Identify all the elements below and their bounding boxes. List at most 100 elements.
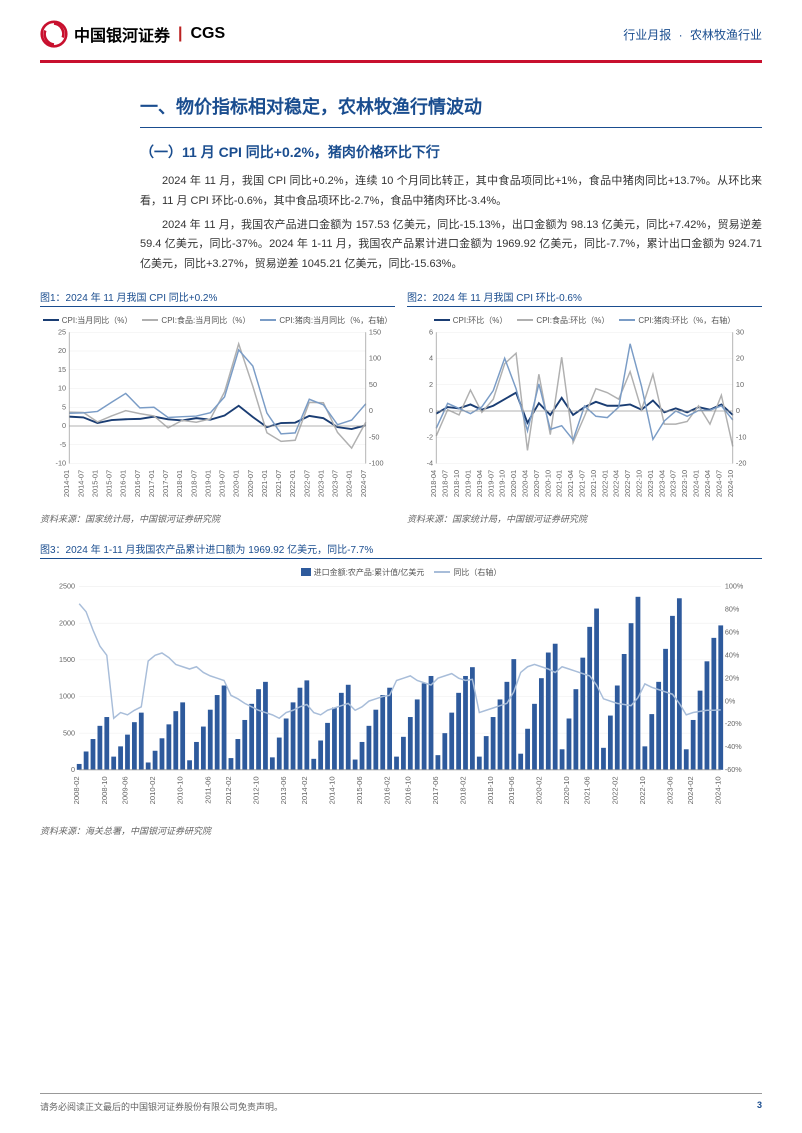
svg-text:2023-04: 2023-04 — [657, 470, 666, 497]
section-title: 一、物价指标相对稳定，农林牧渔行情波动 — [140, 93, 762, 119]
legend-item: CPI:食品:当月同比（%） — [142, 315, 250, 326]
subsection-title: （一）11 月 CPI 同比+0.2%，猪肉价格环比下行 — [140, 142, 762, 162]
legend-item: CPI:猪肉:环比（%，右轴） — [619, 315, 735, 326]
svg-text:1500: 1500 — [59, 655, 75, 664]
svg-text:2020-01: 2020-01 — [232, 470, 241, 497]
svg-text:150: 150 — [369, 328, 381, 336]
svg-text:0: 0 — [736, 406, 740, 415]
svg-text:2022-01: 2022-01 — [288, 470, 297, 497]
legend-item: CPI:食品:环比（%） — [517, 315, 609, 326]
logo: 中国银河证券 | CGS — [40, 20, 225, 48]
logo-separator: | — [178, 25, 182, 43]
svg-text:2022-10: 2022-10 — [635, 470, 644, 497]
svg-text:2010-10: 2010-10 — [176, 776, 185, 804]
svg-text:-10: -10 — [56, 459, 67, 468]
svg-text:20%: 20% — [725, 673, 740, 682]
chart-1: 图1：2024 年 11 月我国 CPI 同比+0.2% CPI:当月同比（%）… — [40, 289, 395, 525]
logo-icon — [40, 20, 68, 48]
svg-text:2021-07: 2021-07 — [578, 470, 587, 497]
chart-3-title: 图3：2024 年 1-11 月我国农产品累计进口额为 1969.92 亿美元，… — [40, 541, 762, 556]
svg-text:2023-07: 2023-07 — [331, 470, 340, 497]
svg-text:2017-01: 2017-01 — [147, 470, 156, 497]
svg-text:2023-07: 2023-07 — [669, 470, 678, 497]
svg-text:2023-10: 2023-10 — [680, 470, 689, 497]
svg-text:2021-06: 2021-06 — [583, 776, 592, 804]
legend-item: 进口金额:农产品:累计值/亿美元 — [301, 567, 425, 578]
header: 中国银河证券 | CGS 行业月报 · 农林牧渔行业 — [0, 0, 802, 60]
svg-text:6: 6 — [429, 328, 433, 336]
paragraph-2: 2024 年 11 月，我国农产品进口金额为 157.53 亿美元，同比-15.… — [140, 216, 762, 275]
svg-text:2016-07: 2016-07 — [133, 470, 142, 497]
svg-text:2021-04: 2021-04 — [566, 470, 575, 497]
svg-text:-4: -4 — [427, 459, 434, 468]
svg-text:2009-06: 2009-06 — [121, 776, 130, 804]
svg-text:2020-01: 2020-01 — [509, 470, 518, 497]
svg-text:0%: 0% — [725, 696, 736, 705]
svg-text:2019-06: 2019-06 — [507, 776, 516, 804]
chart-2-area: -4-20246-20-1001020302018-042018-072018-… — [407, 328, 762, 508]
page-number: 3 — [757, 1100, 762, 1113]
svg-text:2019-04: 2019-04 — [475, 470, 484, 497]
chart-3-legend: 进口金额:农产品:累计值/亿美元同比（右轴） — [40, 565, 762, 580]
svg-text:2022-07: 2022-07 — [302, 470, 311, 497]
svg-text:2019-07: 2019-07 — [218, 470, 227, 497]
dot-separator: · — [679, 28, 683, 42]
svg-text:5: 5 — [62, 402, 66, 411]
svg-text:2021-01: 2021-01 — [260, 470, 269, 497]
svg-text:0: 0 — [429, 406, 433, 415]
svg-text:25: 25 — [58, 328, 66, 336]
svg-text:0: 0 — [369, 406, 373, 415]
chart-3: 图3：2024 年 1-11 月我国农产品累计进口额为 1969.92 亿美元，… — [40, 541, 762, 837]
svg-text:2018-02: 2018-02 — [459, 776, 468, 804]
svg-text:2023-06: 2023-06 — [666, 776, 675, 804]
svg-text:4: 4 — [429, 354, 433, 363]
chart-2-title-line — [407, 306, 762, 307]
svg-text:30: 30 — [736, 328, 744, 336]
svg-text:2020-02: 2020-02 — [535, 776, 544, 804]
svg-text:2022-10: 2022-10 — [638, 776, 647, 804]
svg-text:2017-07: 2017-07 — [161, 470, 170, 497]
company-name-en: CGS — [191, 25, 226, 43]
chart-3-title-line — [40, 558, 762, 559]
svg-text:2018-01: 2018-01 — [175, 470, 184, 497]
svg-text:0: 0 — [71, 765, 75, 774]
svg-text:2020-07: 2020-07 — [246, 470, 255, 497]
svg-text:2018-10: 2018-10 — [486, 776, 495, 804]
svg-text:20: 20 — [736, 354, 744, 363]
svg-text:2012-02: 2012-02 — [224, 776, 233, 804]
svg-text:-20%: -20% — [725, 719, 742, 728]
svg-text:40%: 40% — [725, 650, 740, 659]
chart-1-title: 图1：2024 年 11 月我国 CPI 同比+0.2% — [40, 289, 395, 304]
svg-text:2022-02: 2022-02 — [610, 776, 619, 804]
svg-text:2013-06: 2013-06 — [279, 776, 288, 804]
svg-text:2023-01: 2023-01 — [316, 470, 325, 497]
company-name-cn: 中国银河证券 — [74, 22, 170, 46]
chart-2-title: 图2：2024 年 11 月我国 CPI 环比-0.6% — [407, 289, 762, 304]
svg-text:80%: 80% — [725, 604, 740, 613]
svg-text:2000: 2000 — [59, 618, 75, 627]
chart-1-source: 资料来源：国家统计局，中国银河证券研究院 — [40, 512, 395, 525]
svg-text:2016-01: 2016-01 — [119, 470, 128, 497]
svg-text:-60%: -60% — [725, 765, 742, 774]
header-meta: 行业月报 · 农林牧渔行业 — [623, 26, 762, 43]
svg-text:2008-02: 2008-02 — [72, 776, 81, 804]
svg-text:2019-01: 2019-01 — [463, 470, 472, 497]
svg-text:60%: 60% — [725, 627, 740, 636]
legend-item: CPI:环比（%） — [434, 315, 508, 326]
svg-text:2021-01: 2021-01 — [555, 470, 564, 497]
chart-1-title-line — [40, 306, 395, 307]
svg-text:-20: -20 — [736, 459, 747, 468]
svg-text:-100: -100 — [369, 459, 384, 468]
svg-text:100%: 100% — [725, 582, 744, 591]
svg-text:2024-10: 2024-10 — [726, 470, 735, 497]
svg-text:100: 100 — [369, 354, 381, 363]
disclaimer: 请务必阅读正文最后的中国银河证券股份有限公司免责声明。 — [40, 1100, 283, 1113]
footer: 请务必阅读正文最后的中国银河证券股份有限公司免责声明。 3 — [40, 1093, 762, 1113]
svg-text:2024-04: 2024-04 — [703, 470, 712, 497]
svg-text:-5: -5 — [60, 440, 67, 449]
chart-1-area: -10-50510152025-100-500501001502014-0120… — [40, 328, 395, 508]
svg-text:2022-04: 2022-04 — [612, 470, 621, 497]
svg-text:2016-10: 2016-10 — [404, 776, 413, 804]
svg-text:2024-10: 2024-10 — [714, 776, 723, 804]
svg-text:2024-01: 2024-01 — [692, 470, 701, 497]
